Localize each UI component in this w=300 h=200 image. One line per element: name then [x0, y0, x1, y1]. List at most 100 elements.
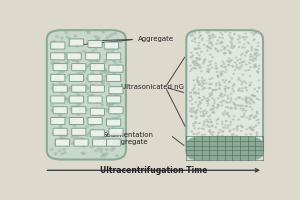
Circle shape	[234, 104, 235, 105]
Circle shape	[100, 71, 103, 73]
Circle shape	[102, 31, 105, 33]
Circle shape	[223, 127, 224, 128]
Circle shape	[60, 115, 62, 117]
FancyBboxPatch shape	[53, 85, 67, 92]
Circle shape	[224, 111, 226, 112]
Circle shape	[256, 112, 258, 113]
Circle shape	[224, 48, 226, 49]
Circle shape	[245, 106, 246, 107]
Circle shape	[251, 32, 253, 33]
Circle shape	[251, 109, 253, 110]
Circle shape	[94, 60, 97, 62]
Circle shape	[206, 32, 208, 33]
Circle shape	[215, 48, 216, 49]
Circle shape	[67, 61, 70, 63]
Circle shape	[69, 117, 71, 119]
FancyBboxPatch shape	[72, 128, 86, 135]
Circle shape	[242, 36, 244, 37]
Circle shape	[194, 32, 196, 33]
Circle shape	[192, 55, 194, 56]
Circle shape	[219, 132, 220, 133]
Circle shape	[95, 80, 98, 82]
Circle shape	[93, 54, 96, 56]
Circle shape	[52, 84, 54, 85]
FancyBboxPatch shape	[51, 96, 65, 103]
Circle shape	[96, 60, 99, 62]
Circle shape	[250, 134, 252, 135]
Circle shape	[220, 75, 222, 76]
Circle shape	[116, 131, 119, 133]
Circle shape	[66, 36, 69, 38]
Circle shape	[238, 77, 239, 78]
Circle shape	[245, 134, 247, 135]
Circle shape	[213, 112, 215, 113]
Circle shape	[245, 110, 247, 111]
Circle shape	[212, 35, 214, 36]
Circle shape	[195, 121, 196, 122]
Circle shape	[259, 87, 260, 88]
FancyBboxPatch shape	[93, 139, 107, 146]
Circle shape	[93, 53, 95, 54]
FancyBboxPatch shape	[90, 130, 104, 137]
Circle shape	[192, 99, 193, 100]
Circle shape	[115, 117, 118, 119]
Circle shape	[204, 88, 206, 89]
Circle shape	[81, 152, 84, 154]
Circle shape	[72, 118, 74, 119]
Circle shape	[86, 117, 89, 119]
Circle shape	[233, 45, 235, 46]
Circle shape	[100, 149, 103, 150]
Circle shape	[61, 153, 64, 155]
Circle shape	[76, 136, 79, 138]
Circle shape	[250, 103, 251, 104]
Circle shape	[207, 125, 208, 126]
Circle shape	[228, 58, 230, 59]
Circle shape	[117, 88, 120, 90]
Circle shape	[240, 80, 242, 81]
Text: Sedimentation
of aggregate: Sedimentation of aggregate	[103, 132, 154, 145]
FancyBboxPatch shape	[106, 119, 121, 126]
Circle shape	[97, 121, 100, 123]
Circle shape	[221, 41, 222, 42]
Circle shape	[106, 37, 109, 39]
Circle shape	[200, 111, 201, 112]
Circle shape	[246, 102, 247, 103]
Circle shape	[200, 103, 201, 104]
Circle shape	[253, 67, 254, 68]
Circle shape	[65, 116, 68, 118]
Circle shape	[239, 42, 240, 43]
Circle shape	[198, 128, 200, 129]
FancyBboxPatch shape	[72, 85, 86, 92]
Circle shape	[85, 84, 88, 86]
Circle shape	[190, 52, 192, 53]
Circle shape	[116, 95, 119, 97]
Circle shape	[106, 120, 109, 122]
Circle shape	[110, 104, 113, 105]
Circle shape	[210, 88, 211, 89]
Circle shape	[251, 48, 253, 49]
Circle shape	[256, 111, 258, 112]
Circle shape	[107, 131, 110, 133]
FancyBboxPatch shape	[74, 139, 88, 146]
Circle shape	[233, 47, 235, 48]
Circle shape	[225, 31, 226, 32]
Circle shape	[74, 68, 76, 70]
Circle shape	[80, 40, 83, 42]
Circle shape	[87, 32, 90, 34]
Circle shape	[51, 87, 54, 89]
Circle shape	[221, 124, 223, 125]
Circle shape	[216, 43, 217, 44]
Circle shape	[193, 123, 194, 124]
Circle shape	[73, 142, 75, 143]
Circle shape	[196, 134, 198, 135]
Circle shape	[194, 39, 195, 40]
Circle shape	[221, 42, 222, 43]
Circle shape	[106, 71, 108, 73]
Circle shape	[88, 64, 91, 66]
Circle shape	[222, 46, 223, 47]
Circle shape	[103, 153, 106, 155]
Circle shape	[220, 96, 221, 97]
Circle shape	[194, 85, 195, 86]
Circle shape	[114, 113, 117, 114]
Circle shape	[255, 116, 257, 117]
